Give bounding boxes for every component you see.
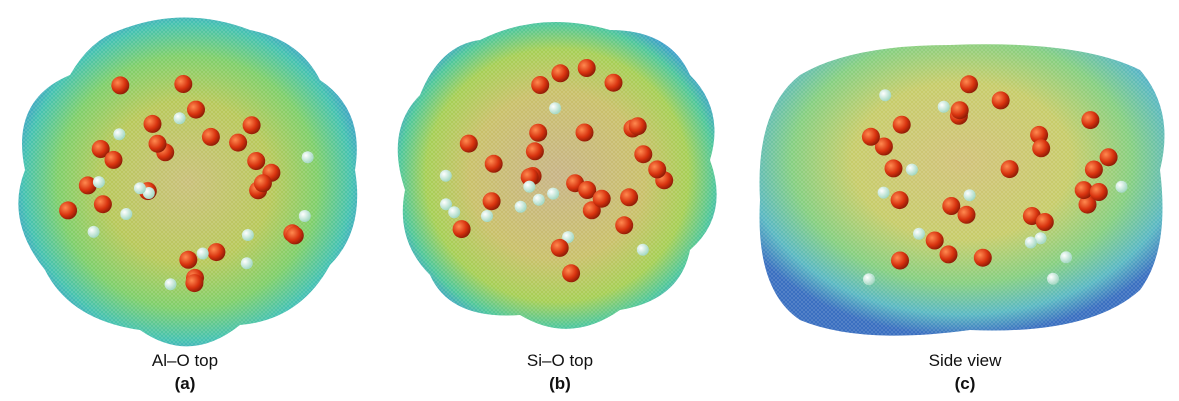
- oxygen-atom: [453, 220, 471, 238]
- atom: [197, 248, 209, 260]
- oxygen-atom: [551, 239, 569, 257]
- oxygen-atom: [940, 245, 958, 263]
- oxygen-atom: [179, 251, 197, 269]
- atom: [523, 181, 535, 193]
- atom: [174, 112, 186, 124]
- oxygen-atom: [144, 115, 162, 133]
- atom: [1116, 181, 1128, 193]
- oxygen-atom: [891, 191, 909, 209]
- oxygen-atom: [202, 128, 220, 146]
- oxygen-atom: [862, 128, 880, 146]
- oxygen-atom: [1001, 160, 1019, 178]
- oxygen-atom: [1081, 111, 1099, 129]
- oxygen-atom: [562, 264, 580, 282]
- oxygen-atom: [460, 135, 478, 153]
- atom: [938, 101, 950, 113]
- oxygen-atom: [891, 252, 909, 270]
- atom: [93, 176, 105, 188]
- oxygen-atom: [529, 124, 547, 142]
- atom: [637, 244, 649, 256]
- atom: [448, 206, 460, 218]
- oxygen-atom: [926, 232, 944, 250]
- oxygen-atom: [1090, 183, 1108, 201]
- oxygen-atom: [254, 174, 272, 192]
- atom: [299, 210, 311, 222]
- oxygen-atom: [485, 155, 503, 173]
- oxygen-atom: [578, 59, 596, 77]
- oxygen-atom: [149, 135, 167, 153]
- oxygen-atom: [615, 216, 633, 234]
- oxygen-atom: [59, 201, 77, 219]
- caption: Al–O top: [152, 351, 218, 370]
- atom: [134, 182, 146, 194]
- atom: [533, 194, 545, 206]
- oxygen-atom: [942, 197, 960, 215]
- oxygen-atom: [960, 75, 978, 93]
- oxygen-atom: [951, 101, 969, 119]
- atom: [440, 170, 452, 182]
- atom: [878, 187, 890, 199]
- panel-label: (a): [175, 374, 196, 393]
- oxygen-atom: [885, 159, 903, 177]
- oxygen-atom: [1085, 161, 1103, 179]
- atom: [242, 229, 254, 241]
- oxygen-atom: [483, 192, 501, 210]
- oxygen-atom: [229, 134, 247, 152]
- oxygen-atom: [207, 243, 225, 261]
- oxygen-atom: [1036, 213, 1054, 231]
- oxygen-atom: [974, 249, 992, 267]
- caption: Side view: [929, 351, 1002, 370]
- oxygen-atom: [243, 116, 261, 134]
- oxygen-atom: [620, 188, 638, 206]
- panel-label: (c): [955, 374, 976, 393]
- oxygen-atom: [174, 75, 192, 93]
- atom: [1060, 251, 1072, 263]
- atom: [1047, 273, 1059, 285]
- oxygen-atom: [526, 142, 544, 160]
- oxygen-atom: [286, 226, 304, 244]
- oxygen-atom: [629, 117, 647, 135]
- oxygen-atom: [634, 145, 652, 163]
- atom: [165, 278, 177, 290]
- atom: [120, 208, 132, 220]
- panel-label: (b): [549, 374, 571, 393]
- atom: [906, 164, 918, 176]
- oxygen-atom: [187, 101, 205, 119]
- oxygen-atom: [1032, 139, 1050, 157]
- oxygen-atom: [531, 76, 549, 94]
- atom: [863, 273, 875, 285]
- oxygen-atom: [247, 152, 265, 170]
- atom: [964, 189, 976, 201]
- oxygen-atom: [593, 190, 611, 208]
- oxygen-atom: [576, 124, 594, 142]
- atom: [481, 210, 493, 222]
- atom: [241, 257, 253, 269]
- oxygen-atom: [111, 76, 129, 94]
- atom: [913, 228, 925, 240]
- oxygen-atom: [105, 151, 123, 169]
- atom: [879, 89, 891, 101]
- oxygen-atom: [958, 206, 976, 224]
- oxygen-atom: [94, 195, 112, 213]
- oxygen-atom: [1100, 148, 1118, 166]
- oxygen-atom: [992, 91, 1010, 109]
- oxygen-atom: [893, 116, 911, 134]
- oxygen-atom: [605, 74, 623, 92]
- caption: Si–O top: [527, 351, 593, 370]
- atom: [1025, 237, 1037, 249]
- surface-a: [18, 18, 357, 347]
- atom: [88, 226, 100, 238]
- oxygen-atom: [1075, 181, 1093, 199]
- oxygen-atom: [185, 274, 203, 292]
- atom: [547, 188, 559, 200]
- atom: [549, 102, 561, 114]
- atom: [302, 151, 314, 163]
- oxygen-atom: [551, 64, 569, 82]
- atom: [515, 201, 527, 213]
- atom: [113, 128, 125, 140]
- oxygen-atom: [648, 160, 666, 178]
- figure: Al–O top (a) Si–O top (b) Side view (c): [0, 0, 1179, 401]
